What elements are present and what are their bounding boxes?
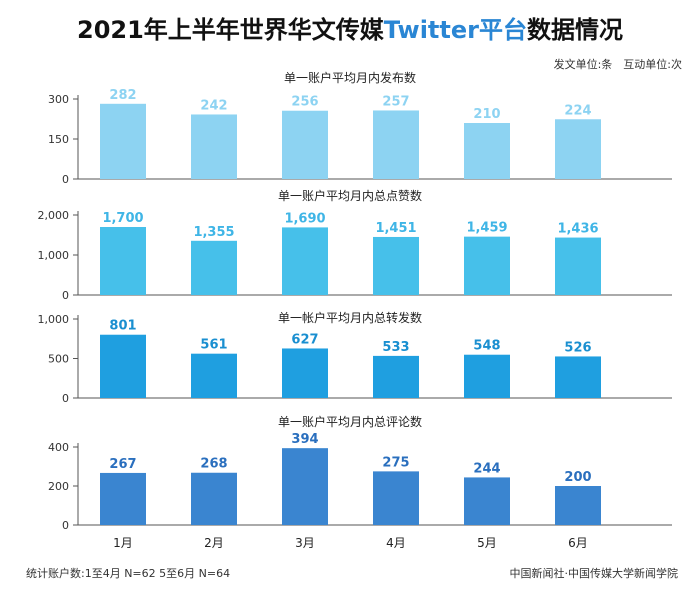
title-highlight: Twitter平台 <box>383 16 527 44</box>
chart-4-y-tick-label: 200 <box>48 480 69 493</box>
units-note: 发文单位:条 互动单位:次 <box>553 58 682 71</box>
chart-4-y-tick-label: 400 <box>48 441 69 454</box>
chart-1-bar <box>191 114 237 179</box>
chart-1-data-label: 256 <box>291 95 318 110</box>
chart-3-data-label: 526 <box>564 340 591 355</box>
chart-2-data-label: 1,436 <box>557 222 598 237</box>
chart-4-bar <box>555 486 601 525</box>
chart-2-data-label: 1,451 <box>375 221 416 236</box>
chart-2-title: 单一账户平均月内总点赞数 <box>278 188 422 203</box>
chart-2-bar <box>373 236 419 295</box>
x-axis-label: 4月 <box>386 536 406 550</box>
chart-3-bar <box>282 348 328 398</box>
chart-3-bar <box>555 356 601 398</box>
x-axis-label: 2月 <box>204 536 224 550</box>
x-axis-label: 3月 <box>295 536 315 550</box>
chart-1-bar <box>555 119 601 179</box>
chart-4-bar <box>100 472 146 525</box>
chart-1-data-label: 210 <box>473 107 500 122</box>
chart-1-y-tick-label: 150 <box>48 133 69 146</box>
chart-2-data-label: 1,355 <box>193 225 234 240</box>
chart-4-data-label: 268 <box>200 457 227 472</box>
chart-1-bar <box>373 110 419 179</box>
chart-1-bar <box>464 123 510 179</box>
chart-3-y-tick-label: 0 <box>62 392 69 405</box>
title-suffix: 数据情况 <box>527 16 623 44</box>
chart-4-bar <box>464 477 510 525</box>
page-title: 2021年上半年世界华文传媒Twitter平台数据情况 <box>0 10 700 45</box>
chart-3-bar <box>464 354 510 398</box>
chart-4-bar <box>373 471 419 525</box>
chart-3-data-label: 801 <box>109 319 136 334</box>
chart-1-y-tick-label: 300 <box>48 93 69 106</box>
chart-3-data-label: 561 <box>200 338 227 353</box>
chart-3-title: 单一帐户平均月内总转发数 <box>278 310 422 325</box>
chart-4-y-tick-label: 0 <box>62 519 69 532</box>
chart-4-bar <box>282 448 328 525</box>
chart-2-bar <box>191 240 237 295</box>
chart-2-y-tick-label: 2,000 <box>38 209 70 222</box>
x-axis-label: 6月 <box>568 536 588 550</box>
chart-2-bar <box>555 237 601 295</box>
chart-2-bar <box>464 236 510 295</box>
chart-2-data-label: 1,690 <box>284 211 325 226</box>
chart-3-data-label: 548 <box>473 339 500 354</box>
chart-1-data-label: 257 <box>382 94 409 109</box>
chart-4-title: 单一账户平均月内总评论数 <box>278 414 422 429</box>
x-axis-label: 1月 <box>113 536 133 550</box>
chart-3-data-label: 533 <box>382 340 409 355</box>
chart-3-bar <box>373 355 419 398</box>
footer-source: 中国新闻社·中国传媒大学新闻学院 <box>509 567 679 580</box>
chart-2-bar <box>282 227 328 295</box>
title-prefix: 2021年上半年世界华文传媒 <box>77 16 384 44</box>
chart-4-data-label: 267 <box>109 457 136 472</box>
chart-3-bar <box>100 334 146 398</box>
chart-3-y-tick-label: 1,000 <box>38 313 70 326</box>
chart-2-data-label: 1,700 <box>102 211 143 226</box>
chart-1-data-label: 282 <box>109 88 136 103</box>
chart-1-data-label: 242 <box>200 98 227 113</box>
chart-2-data-label: 1,459 <box>466 221 507 236</box>
chart-4-data-label: 394 <box>291 432 318 447</box>
chart-3-bar <box>191 353 237 398</box>
footer-sample-note: 统计账户数:1至4月 N=62 5至6月 N=64 <box>26 567 231 580</box>
chart-2-y-tick-label: 0 <box>62 289 69 302</box>
chart-4-data-label: 200 <box>564 470 591 485</box>
x-axis-label: 5月 <box>477 536 497 550</box>
chart-1-data-label: 224 <box>564 103 591 118</box>
chart-1-title: 单一账户平均月内发布数 <box>284 70 416 85</box>
chart-1-bar <box>100 103 146 179</box>
chart-3-data-label: 627 <box>291 332 318 347</box>
chart-2-bar <box>100 227 146 295</box>
chart-3-y-tick-label: 500 <box>48 353 69 366</box>
chart-4-data-label: 244 <box>473 461 500 476</box>
chart-4-bar <box>191 472 237 525</box>
chart-1-y-tick-label: 0 <box>62 173 69 186</box>
chart-4-data-label: 275 <box>382 455 409 470</box>
chart-2-y-tick-label: 1,000 <box>38 249 70 262</box>
chart-1-bar <box>282 110 328 179</box>
